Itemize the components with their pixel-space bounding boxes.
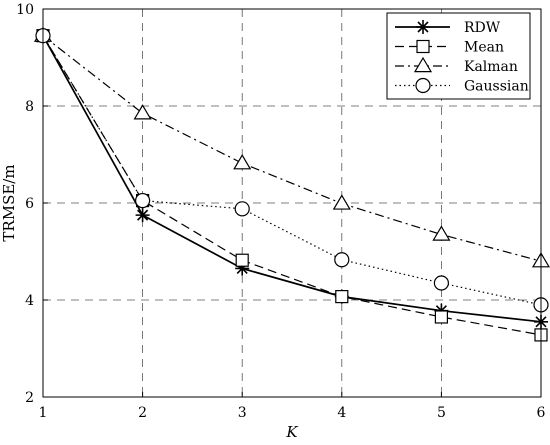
- series-line: [42, 35, 542, 336]
- series-line: [42, 35, 542, 262]
- legend-label-gaussian: Gaussian: [464, 79, 529, 95]
- legend-label-rdw: RDW: [464, 20, 501, 36]
- data-point-circle: [433, 275, 449, 291]
- data-point-circle: [234, 201, 250, 217]
- y-tick-label: 4: [25, 293, 34, 309]
- chart-legend: RDW Mean Kalman Gaussian: [386, 12, 531, 100]
- data-point-square: [235, 253, 249, 267]
- legend-label-kalman: Kalman: [464, 59, 518, 75]
- series-gaussian: [35, 28, 549, 313]
- data-point-asterisk: [235, 261, 250, 276]
- data-point-square: [416, 39, 430, 54]
- x-tick-label: 6: [537, 405, 546, 421]
- y-tick-label: 2: [25, 390, 34, 406]
- x-tick-label: 5: [437, 405, 446, 421]
- x-tick-label: 4: [337, 405, 346, 421]
- data-point-triangle: [332, 194, 351, 210]
- data-point-triangle: [413, 56, 433, 73]
- y-axis-title: TRMSE/m: [0, 164, 18, 241]
- series-line: [42, 35, 542, 323]
- x-axis-title: K: [285, 423, 298, 441]
- data-point-square: [434, 310, 448, 324]
- data-point-asterisk: [416, 20, 430, 34]
- x-tick-label: 1: [39, 405, 48, 421]
- data-point-triangle: [233, 154, 252, 170]
- y-tick-label: 6: [25, 196, 34, 212]
- grid-lines: [43, 9, 541, 397]
- data-point-circle: [415, 77, 431, 94]
- data-point-square: [335, 290, 349, 304]
- data-point-triangle: [133, 104, 152, 120]
- x-tick-label: 2: [138, 405, 147, 421]
- y-tick-label: 8: [25, 99, 34, 115]
- legend-label-mean: Mean: [464, 40, 504, 56]
- data-point-circle: [334, 252, 350, 268]
- x-tick-label: 3: [238, 405, 247, 421]
- data-point-asterisk: [135, 208, 150, 223]
- data-point-circle: [135, 192, 151, 209]
- data-point-triangle: [432, 225, 451, 241]
- y-tick-label: 10: [16, 2, 34, 18]
